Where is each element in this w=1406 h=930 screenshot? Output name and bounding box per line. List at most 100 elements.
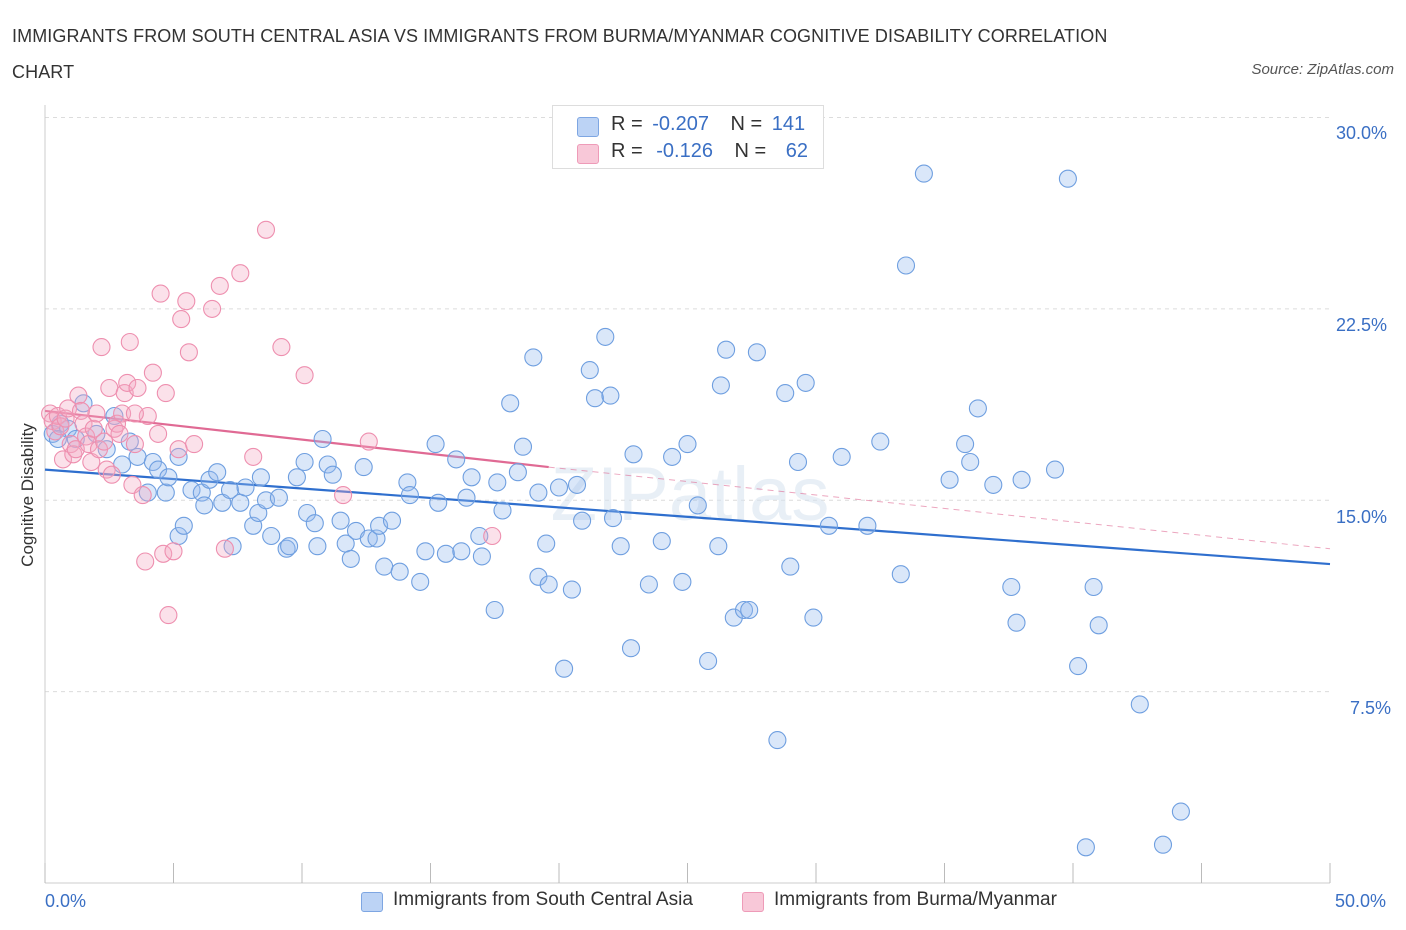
point-south-central-asia xyxy=(400,486,419,505)
point-south-central-asia xyxy=(1153,835,1173,854)
point-south-central-asia xyxy=(169,447,188,466)
point-south-central-asia xyxy=(639,575,658,594)
point-south-central-asia xyxy=(984,475,1003,494)
point-south-central-asia xyxy=(819,516,838,535)
point-south-central-asia xyxy=(1007,613,1026,632)
point-south-central-asia xyxy=(447,450,466,469)
point-south-central-asia xyxy=(596,327,615,346)
point-south-central-asia xyxy=(699,651,718,671)
point-south-central-asia xyxy=(513,437,533,456)
point-south-central-asia xyxy=(462,468,481,487)
point-burma-myanmar xyxy=(177,292,196,311)
point-south-central-asia xyxy=(1076,838,1095,857)
point-south-central-asia xyxy=(601,386,620,405)
y-axis-label: Cognitive Disability xyxy=(18,423,37,567)
point-south-central-asia xyxy=(341,549,360,568)
point-south-central-asia xyxy=(711,376,730,395)
point-south-central-asia xyxy=(1130,695,1149,714)
point-burma-myanmar xyxy=(46,422,65,441)
point-burma-myanmar xyxy=(172,310,191,329)
stats-legend: R = -0.207 N = 141 R = -0.126 N = 62 xyxy=(552,105,824,169)
point-burma-myanmar xyxy=(64,445,83,464)
point-south-central-asia xyxy=(472,547,491,566)
point-south-central-asia xyxy=(485,600,504,620)
point-south-central-asia xyxy=(858,516,877,535)
point-south-central-asia xyxy=(788,452,808,472)
point-south-central-asia xyxy=(416,542,435,561)
point-south-central-asia xyxy=(871,432,890,451)
point-burma-myanmar xyxy=(215,539,234,558)
point-south-central-asia xyxy=(524,348,543,367)
point-south-central-asia xyxy=(673,572,692,591)
point-south-central-asia xyxy=(611,537,630,556)
point-south-central-asia xyxy=(411,572,430,591)
point-south-central-asia xyxy=(452,542,471,561)
point-south-central-asia xyxy=(724,608,743,627)
point-south-central-asia xyxy=(251,468,270,487)
point-south-central-asia xyxy=(200,470,219,489)
point-south-central-asia xyxy=(426,435,445,454)
point-burma-myanmar xyxy=(125,435,144,454)
point-burma-myanmar xyxy=(185,435,204,454)
legend-n-label: N = xyxy=(734,140,767,162)
point-south-central-asia xyxy=(1069,657,1088,676)
point-burma-myanmar xyxy=(149,424,168,443)
point-burma-myanmar xyxy=(61,435,80,454)
point-burma-myanmar xyxy=(143,363,162,382)
point-south-central-asia xyxy=(488,473,507,492)
point-burma-myanmar xyxy=(113,404,132,423)
point-south-central-asia xyxy=(961,452,980,472)
point-south-central-asia xyxy=(1171,802,1190,821)
point-burma-myanmar xyxy=(100,378,119,398)
legend-swatch-pink xyxy=(577,144,599,164)
point-south-central-asia xyxy=(734,600,754,620)
point-south-central-asia xyxy=(652,532,671,551)
point-south-central-asia xyxy=(804,608,823,627)
point-south-central-asia xyxy=(678,435,697,454)
point-south-central-asia xyxy=(896,256,916,275)
point-south-central-asia xyxy=(1084,577,1103,597)
point-burma-myanmar xyxy=(92,338,111,357)
point-south-central-asia xyxy=(709,537,728,556)
legend-r-value: -0.207 xyxy=(652,113,709,135)
point-burma-myanmar xyxy=(169,440,188,459)
point-burma-myanmar xyxy=(210,276,229,295)
point-south-central-asia xyxy=(457,488,476,507)
point-south-central-asia xyxy=(717,340,736,359)
point-south-central-asia xyxy=(174,516,193,535)
legend-n-label: N = xyxy=(730,113,763,135)
point-south-central-asia xyxy=(308,537,327,556)
point-south-central-asia xyxy=(585,389,605,408)
point-south-central-asia xyxy=(156,483,175,502)
legend-swatch-pink xyxy=(742,892,764,912)
point-south-central-asia xyxy=(382,511,402,530)
point-south-central-asia xyxy=(573,511,592,530)
point-south-central-asia xyxy=(375,557,394,576)
point-south-central-asia xyxy=(87,424,106,443)
point-south-central-asia xyxy=(1012,470,1031,489)
point-south-central-asia xyxy=(891,565,910,584)
point-burma-myanmar xyxy=(483,526,502,546)
point-burma-myanmar xyxy=(231,264,250,283)
point-south-central-asia xyxy=(277,539,296,558)
point-burma-myanmar xyxy=(179,343,198,362)
point-south-central-asia xyxy=(1058,169,1077,188)
point-south-central-asia xyxy=(1045,460,1065,479)
point-south-central-asia xyxy=(295,452,314,472)
point-south-central-asia xyxy=(747,343,766,362)
point-south-central-asia xyxy=(781,557,800,576)
point-south-central-asia xyxy=(305,514,324,533)
point-burma-myanmar xyxy=(128,378,147,398)
point-burma-myanmar xyxy=(110,424,129,443)
point-south-central-asia xyxy=(318,455,337,474)
point-burma-myanmar xyxy=(256,220,276,239)
point-south-central-asia xyxy=(529,567,548,586)
point-south-central-asia xyxy=(914,164,933,183)
y-tick-label: 22.5% xyxy=(1336,315,1388,335)
point-burma-myanmar xyxy=(159,606,178,625)
point-south-central-asia xyxy=(236,478,255,497)
point-south-central-asia xyxy=(940,470,959,489)
point-south-central-asia xyxy=(120,432,139,451)
point-south-central-asia xyxy=(429,493,448,512)
grid xyxy=(45,117,1330,693)
